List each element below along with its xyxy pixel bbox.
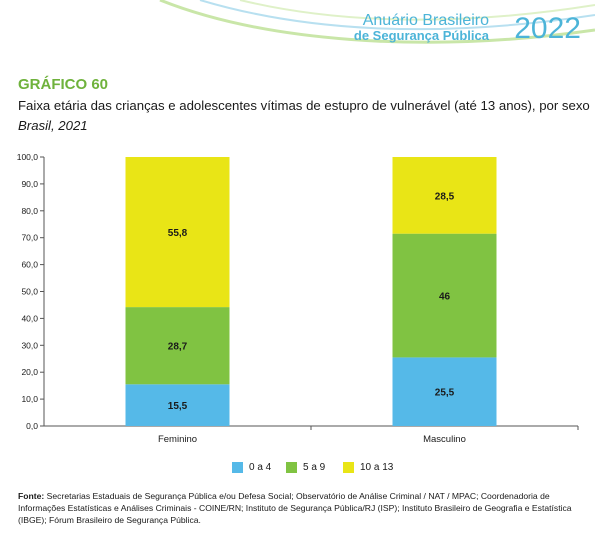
legend-item: 10 a 13 [343, 462, 393, 473]
bar-segment [392, 357, 497, 426]
data-label: 15,5 [168, 401, 188, 412]
figure-label: GRÁFICO 60 [18, 76, 109, 93]
figure-subtitle: Brasil, 2021 [18, 118, 88, 133]
bar-segment [125, 157, 230, 308]
legend-item: 5 a 9 [286, 462, 325, 473]
y-tick-label: 40,0 [21, 313, 38, 323]
legend-label: 5 a 9 [303, 462, 326, 473]
source-note: Fonte: Secretarias Estaduais de Seguranç… [18, 490, 580, 526]
y-tick-label: 0,0 [26, 421, 38, 431]
legend-swatch [232, 462, 243, 473]
bar-segment [125, 384, 230, 426]
source-label: Fonte: [18, 491, 45, 501]
data-label: 25,5 [435, 388, 455, 399]
brand-line1: Anuário Brasileiro [362, 12, 489, 29]
header-swoosh-decoration [159, 0, 595, 44]
x-category-label: Masculino [423, 434, 466, 445]
source-text: Secretarias Estaduais de Segurança Públi… [18, 491, 572, 525]
data-label: 28,5 [435, 191, 455, 202]
y-tick-label: 10,0 [21, 394, 38, 404]
y-tick-label: 90,0 [21, 179, 38, 189]
data-label: 28,7 [168, 342, 188, 353]
stacked-bar-chart: 0,0 10,0 20,0 30,0 40,0 50,0 60,0 70,0 80,0 90,0 1… [17, 152, 579, 445]
bar-segment [125, 307, 230, 385]
y-tick-label: 100,0 [17, 152, 39, 162]
legend-label: 0 a 4 [249, 462, 272, 473]
legend-label: 10 a 13 [360, 462, 394, 473]
bar-segment [392, 233, 497, 358]
y-tick-label: 30,0 [21, 340, 38, 350]
data-label: 55,8 [168, 228, 188, 239]
legend-swatch [286, 462, 297, 473]
legend-item: 0 a 4 [232, 462, 271, 473]
figure-title: Faixa etária das crianças e adolescentes… [18, 98, 590, 113]
chart-legend: 0 a 4 5 a 9 10 a 13 [0, 462, 595, 478]
legend-swatch [343, 462, 354, 473]
y-tick-label: 70,0 [21, 233, 38, 243]
y-tick-label: 60,0 [21, 260, 38, 270]
x-category-label: Feminino [158, 434, 197, 445]
data-label: 46 [439, 292, 451, 303]
y-tick-label: 80,0 [21, 206, 38, 216]
y-tick-label: 50,0 [21, 287, 38, 297]
brand-line2: de Segurança Pública [353, 28, 489, 43]
brand-year: 2022 [514, 12, 581, 45]
y-tick-label: 20,0 [21, 367, 38, 377]
bar-segment [392, 157, 497, 234]
